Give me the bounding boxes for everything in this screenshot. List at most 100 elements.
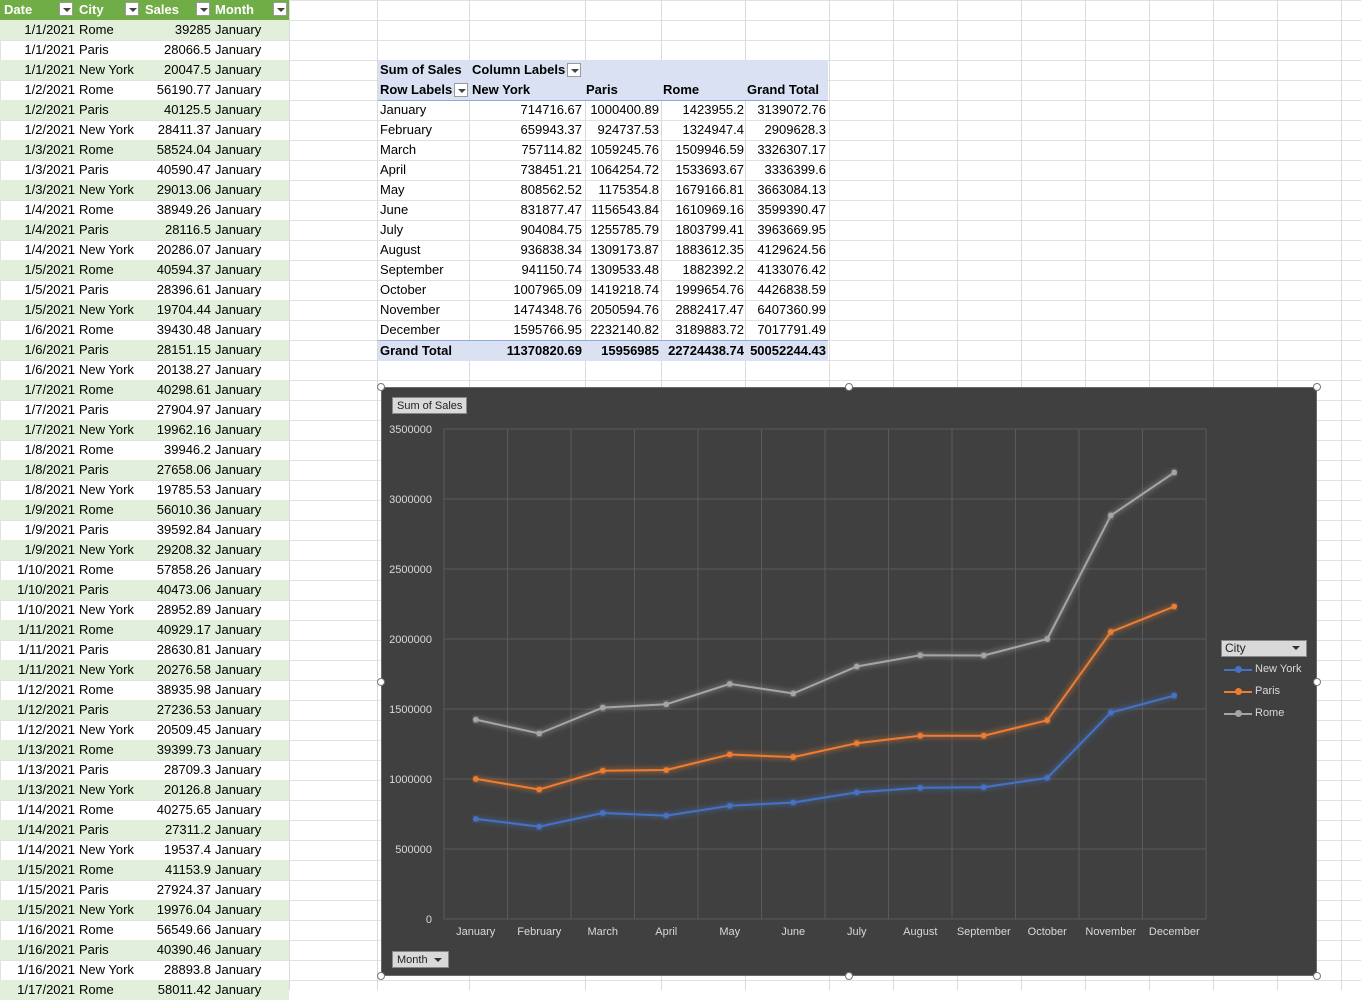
pivot-total-cell[interactable]: 22724438.74: [668, 343, 744, 358]
sales-cell[interactable]: 28709.3: [164, 762, 211, 777]
pivot-chart[interactable]: 0 500000 1000000 1500000 2000000 2500000 30000…: [381, 387, 1317, 976]
month-cell[interactable]: January: [215, 862, 262, 877]
pivot-value-cell[interactable]: 1059245.76: [590, 142, 659, 157]
sales-cell[interactable]: 40298.61: [156, 382, 211, 397]
pivot-value-cell[interactable]: 3326307.17: [757, 142, 826, 157]
date-cell[interactable]: 1/11/2021: [18, 622, 75, 637]
month-cell[interactable]: January: [215, 762, 262, 777]
pivot-value-cell[interactable]: 7017791.49: [757, 322, 826, 337]
pivot-col-header[interactable]: Rome: [663, 82, 700, 97]
month-cell[interactable]: January: [215, 242, 262, 257]
date-cell[interactable]: 1/2/2021: [24, 102, 75, 117]
date-cell[interactable]: 1/8/2021: [24, 442, 75, 457]
month-cell[interactable]: January: [215, 442, 262, 457]
city-cell[interactable]: Rome: [79, 862, 114, 877]
pivot-value-cell[interactable]: 2232140.82: [590, 322, 659, 337]
sales-cell[interactable]: 28893.8: [164, 962, 211, 977]
city-cell[interactable]: New York: [79, 422, 134, 437]
date-cell[interactable]: 1/3/2021: [24, 182, 75, 197]
resize-handle[interactable]: [1313, 678, 1321, 686]
city-cell[interactable]: New York: [79, 482, 134, 497]
pivot-value-label[interactable]: Sum of Sales: [380, 62, 462, 77]
date-cell[interactable]: 1/4/2021: [24, 242, 75, 257]
city-cell[interactable]: Paris: [79, 942, 109, 957]
city-cell[interactable]: New York: [79, 962, 134, 977]
sales-cell[interactable]: 58011.42: [157, 982, 211, 997]
month-cell[interactable]: January: [215, 982, 262, 997]
sales-cell[interactable]: 20126.8: [164, 782, 211, 797]
pivot-value-cell[interactable]: 2050594.76: [590, 302, 659, 317]
month-cell[interactable]: January: [215, 162, 262, 177]
pivot-row-label[interactable]: November: [380, 302, 440, 317]
city-cell[interactable]: Rome: [79, 922, 114, 937]
pivot-value-cell[interactable]: 1309173.87: [590, 242, 659, 257]
pivot-value-cell[interactable]: 4129624.56: [757, 242, 826, 257]
city-cell[interactable]: Rome: [79, 562, 114, 577]
city-cell[interactable]: Rome: [79, 82, 114, 97]
month-cell[interactable]: January: [215, 182, 262, 197]
sales-cell[interactable]: 28630.81: [156, 642, 211, 657]
pivot-col-header[interactable]: Grand Total: [747, 82, 819, 97]
month-cell[interactable]: January: [215, 482, 262, 497]
month-cell[interactable]: January: [215, 562, 262, 577]
city-cell[interactable]: Rome: [79, 322, 114, 337]
pivot-row-label[interactable]: October: [380, 282, 427, 297]
month-cell[interactable]: January: [215, 282, 262, 297]
date-cell[interactable]: 1/14/2021: [17, 822, 75, 837]
sales-cell[interactable]: 39430.48: [156, 322, 211, 337]
month-cell[interactable]: January: [215, 942, 262, 957]
date-cell[interactable]: 1/16/2021: [17, 922, 75, 937]
city-cell[interactable]: Rome: [79, 682, 114, 697]
filter-dropdown-icon[interactable]: [125, 2, 139, 16]
date-cell[interactable]: 1/6/2021: [24, 362, 75, 377]
pivot-row-label[interactable]: June: [380, 202, 409, 217]
sales-cell[interactable]: 56549.66: [156, 922, 211, 937]
city-cell[interactable]: Rome: [79, 202, 114, 217]
date-cell[interactable]: 1/16/2021: [17, 942, 75, 957]
pivot-value-cell[interactable]: 2909628.3: [764, 122, 826, 137]
pivot-value-cell[interactable]: 659943.37: [520, 122, 582, 137]
month-cell[interactable]: January: [215, 962, 262, 977]
month-cell[interactable]: January: [215, 202, 262, 217]
sales-cell[interactable]: 39592.84: [156, 522, 211, 537]
resize-handle[interactable]: [377, 383, 385, 391]
city-cell[interactable]: New York: [79, 842, 134, 857]
city-cell[interactable]: New York: [79, 782, 134, 797]
month-cell[interactable]: January: [215, 22, 262, 37]
month-cell[interactable]: January: [215, 122, 262, 137]
month-cell[interactable]: January: [215, 422, 262, 437]
date-cell[interactable]: 1/1/2021: [24, 62, 75, 77]
city-cell[interactable]: Paris: [79, 162, 109, 177]
month-field-button[interactable]: Month: [392, 951, 449, 968]
month-cell[interactable]: January: [215, 322, 262, 337]
city-cell[interactable]: New York: [79, 722, 134, 737]
date-cell[interactable]: 1/9/2021: [24, 502, 75, 517]
date-cell[interactable]: 1/8/2021: [24, 462, 75, 477]
pivot-value-cell[interactable]: 1883612.35: [675, 242, 744, 257]
sum-of-sales-field-button[interactable]: Sum of Sales: [392, 397, 468, 414]
pivot-total-label[interactable]: Grand Total: [380, 343, 452, 358]
date-cell[interactable]: 1/10/2021: [17, 562, 75, 577]
pivot-row-label[interactable]: March: [380, 142, 417, 157]
sales-cell[interactable]: 20276.58: [156, 662, 211, 677]
sales-cell[interactable]: 39946.2: [164, 442, 211, 457]
month-cell[interactable]: January: [215, 42, 262, 57]
month-cell[interactable]: January: [215, 782, 262, 797]
pivot-value-cell[interactable]: 941150.74: [521, 262, 583, 277]
date-cell[interactable]: 1/15/2021: [17, 882, 75, 897]
pivot-row-label[interactable]: September: [380, 262, 444, 277]
sales-cell[interactable]: 41153.9: [164, 862, 211, 877]
month-cell[interactable]: January: [215, 662, 262, 677]
pivot-value-cell[interactable]: 1803799.41: [675, 222, 744, 237]
city-cell[interactable]: Rome: [79, 802, 114, 817]
city-cell[interactable]: New York: [79, 302, 134, 317]
month-cell[interactable]: January: [215, 902, 262, 917]
sales-cell[interactable]: 40473.06: [156, 582, 211, 597]
sales-cell[interactable]: 39285: [174, 22, 211, 37]
pivot-value-cell[interactable]: 1000400.89: [590, 102, 659, 117]
pivot-row-label[interactable]: August: [380, 242, 421, 257]
pivot-value-cell[interactable]: 924737.53: [597, 122, 659, 137]
city-cell[interactable]: New York: [79, 242, 134, 257]
pivot-value-cell[interactable]: 4133076.42: [757, 262, 826, 277]
month-cell[interactable]: January: [215, 82, 262, 97]
